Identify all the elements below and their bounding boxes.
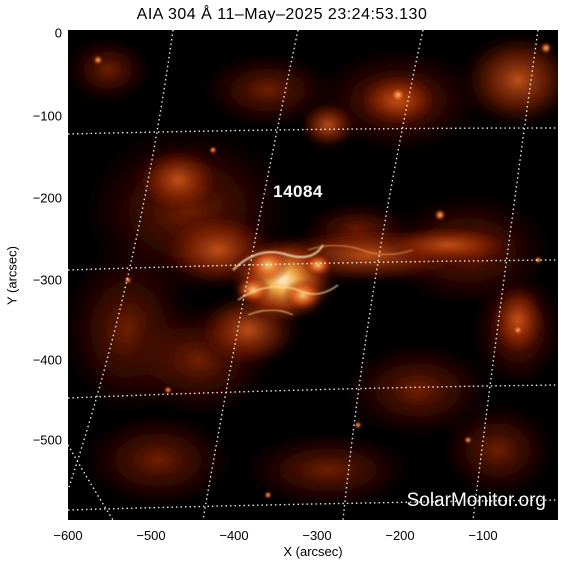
x-tick-label: −100 bbox=[468, 528, 498, 543]
bright-points bbox=[93, 42, 552, 499]
heliographic-grid bbox=[68, 30, 558, 520]
x-tick-label: −200 bbox=[385, 528, 415, 543]
y-tick-label: −300 bbox=[32, 272, 62, 288]
active-region-core bbox=[228, 235, 414, 325]
y-tick-label: −400 bbox=[32, 352, 62, 368]
x-tick-label: −300 bbox=[302, 528, 332, 543]
y-tick-label: −200 bbox=[32, 190, 62, 206]
active-region-number: 14084 bbox=[273, 182, 323, 201]
watermark: SolarMonitor.org bbox=[406, 490, 546, 511]
x-tick-label: −500 bbox=[136, 528, 166, 543]
solar-image-panel: 14084 bbox=[68, 30, 558, 520]
x-axis-label: X (arcsec) bbox=[283, 544, 343, 559]
solar-image-canvas bbox=[68, 30, 558, 520]
image-title: AIA 304 Å 11–May–2025 23:24:53.130 bbox=[136, 6, 428, 23]
x-tick-label: −600 bbox=[53, 528, 83, 543]
plage-region bbox=[133, 70, 548, 370]
y-tick-label: −100 bbox=[32, 108, 62, 124]
y-axis-label: Y (arcsec) bbox=[4, 246, 20, 305]
y-tick-label: 0 bbox=[54, 25, 62, 41]
x-tick-label: −400 bbox=[219, 528, 249, 543]
y-tick-label: −500 bbox=[32, 432, 62, 448]
